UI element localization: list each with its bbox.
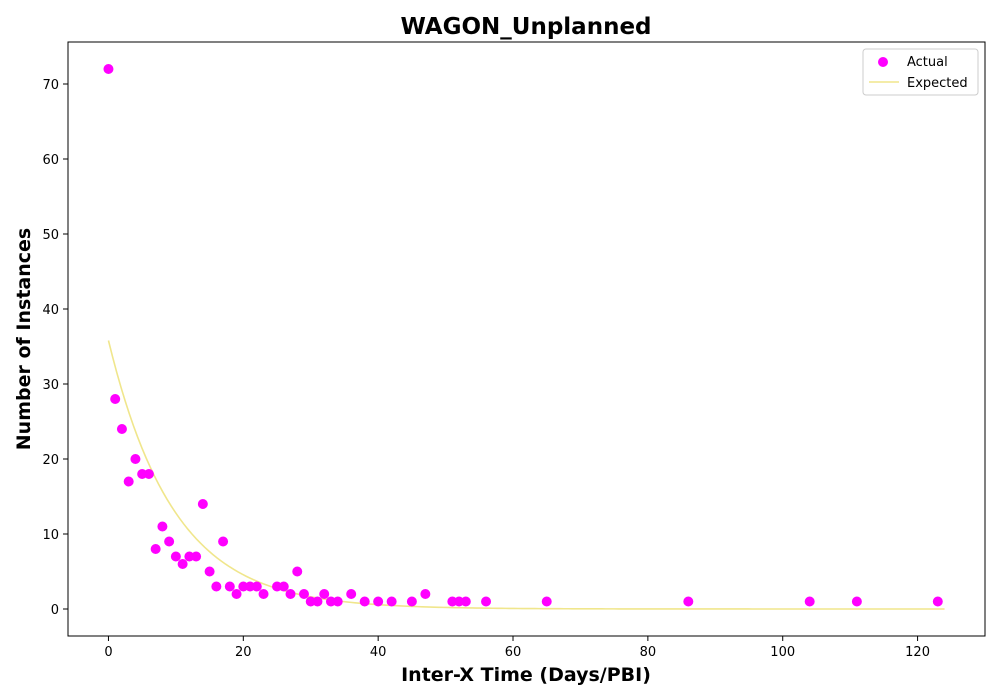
x-axis-label: Inter-X Time (Days/PBI): [401, 664, 651, 686]
data-point: [116, 424, 127, 434]
chart-title: WAGON_Unplanned: [400, 14, 651, 40]
x-tick-label: 80: [640, 645, 657, 660]
axes: 0 20 40 60 80 100 120 0 10 20 30 40 50 60 70: [42, 78, 930, 660]
data-point: [278, 581, 289, 592]
data-point: [298, 589, 309, 599]
data-point: [292, 566, 303, 577]
y-tick-label: 0: [51, 603, 59, 618]
data-point: [231, 589, 242, 599]
data-point: [359, 596, 370, 607]
x-tick-label: 100: [770, 645, 795, 660]
y-tick-label: 30: [42, 378, 59, 393]
y-tick-label: 50: [42, 228, 59, 243]
legend-box: [862, 48, 979, 96]
expected-curve: [107, 340, 945, 610]
data-point: [932, 596, 943, 607]
data-point: [130, 454, 141, 464]
data-point: [143, 469, 154, 479]
y-tick-label: 20: [42, 453, 59, 468]
x-tick-label: 20: [235, 645, 252, 660]
data-point: [406, 596, 417, 607]
data-point: [373, 596, 384, 607]
data-point: [218, 536, 229, 547]
data-point: [224, 581, 235, 592]
legend-actual-label: Actual: [907, 55, 948, 70]
data-point: [191, 551, 202, 562]
data-point: [197, 499, 208, 509]
plot-area: [103, 64, 945, 610]
data-point: [285, 589, 296, 599]
legend-actual-marker: [878, 57, 888, 67]
data-point: [851, 596, 862, 607]
data-point: [150, 544, 161, 554]
data-point: [177, 559, 188, 569]
data-point: [258, 589, 269, 599]
y-tick-label: 70: [42, 78, 59, 93]
data-point: [170, 551, 181, 562]
x-tick-label: 120: [905, 645, 930, 660]
data-point: [683, 596, 694, 607]
data-point: [312, 596, 323, 607]
data-point: [211, 581, 222, 592]
data-point: [123, 476, 134, 487]
data-point: [346, 589, 357, 599]
y-tick-label: 60: [42, 153, 59, 168]
data-point: [103, 64, 114, 74]
plot-frame: [67, 41, 986, 637]
data-point: [420, 589, 431, 599]
data-point: [481, 596, 492, 607]
data-point: [460, 596, 471, 607]
data-point: [386, 596, 397, 607]
y-axis-label: Number of Instances: [13, 228, 35, 450]
data-point: [251, 581, 262, 592]
y-tick-label: 10: [42, 528, 59, 543]
x-tick-label: 40: [370, 645, 387, 660]
x-tick-label: 60: [505, 645, 522, 660]
data-point: [541, 596, 552, 607]
legend-expected-label: Expected: [907, 76, 968, 91]
data-point: [204, 566, 215, 577]
legend: Actual Expected: [862, 48, 979, 96]
x-tick-label: 0: [104, 645, 112, 660]
data-point: [164, 536, 175, 547]
data-point: [804, 596, 815, 607]
data-point: [110, 394, 121, 404]
y-tick-label: 40: [42, 303, 59, 318]
data-point: [319, 589, 330, 599]
data-point: [157, 521, 168, 532]
data-point: [332, 596, 343, 607]
